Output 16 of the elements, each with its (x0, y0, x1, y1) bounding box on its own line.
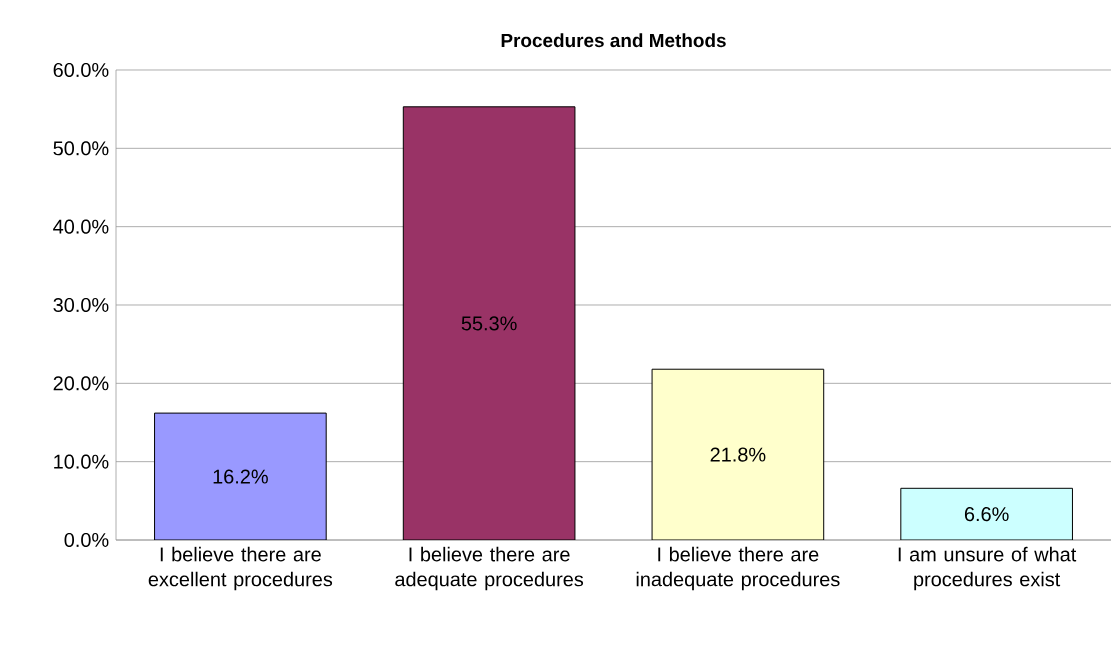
data-label: 55.3% (461, 316, 517, 331)
y-tick-label: 30.0% (53, 297, 109, 313)
y-tick-label: 0.0% (64, 532, 109, 548)
y-tick-label: 20.0% (53, 376, 109, 391)
x-tick-label: I am unsure of what procedures exist (898, 546, 1077, 591)
data-label: 16.2% (213, 469, 268, 484)
y-tick-label: 50.0% (53, 141, 109, 156)
chart-title: Procedures and Methods (501, 33, 726, 48)
x-tick-label: I believe there are adequate procedures (395, 546, 584, 591)
y-tick-label: 10.0% (54, 454, 109, 469)
y-tick-label: 40.0% (53, 219, 109, 234)
y-tick-label: 60.0% (53, 62, 109, 78)
data-label: 6.6% (964, 507, 1009, 522)
data-label: 21.8% (710, 447, 766, 462)
x-tick-label: I believe there are excellent procedures (148, 546, 333, 591)
x-tick-label: I believe there are inadequate procedures (636, 546, 840, 591)
